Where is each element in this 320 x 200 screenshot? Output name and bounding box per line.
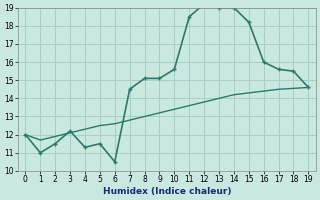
X-axis label: Humidex (Indice chaleur): Humidex (Indice chaleur): [103, 187, 231, 196]
